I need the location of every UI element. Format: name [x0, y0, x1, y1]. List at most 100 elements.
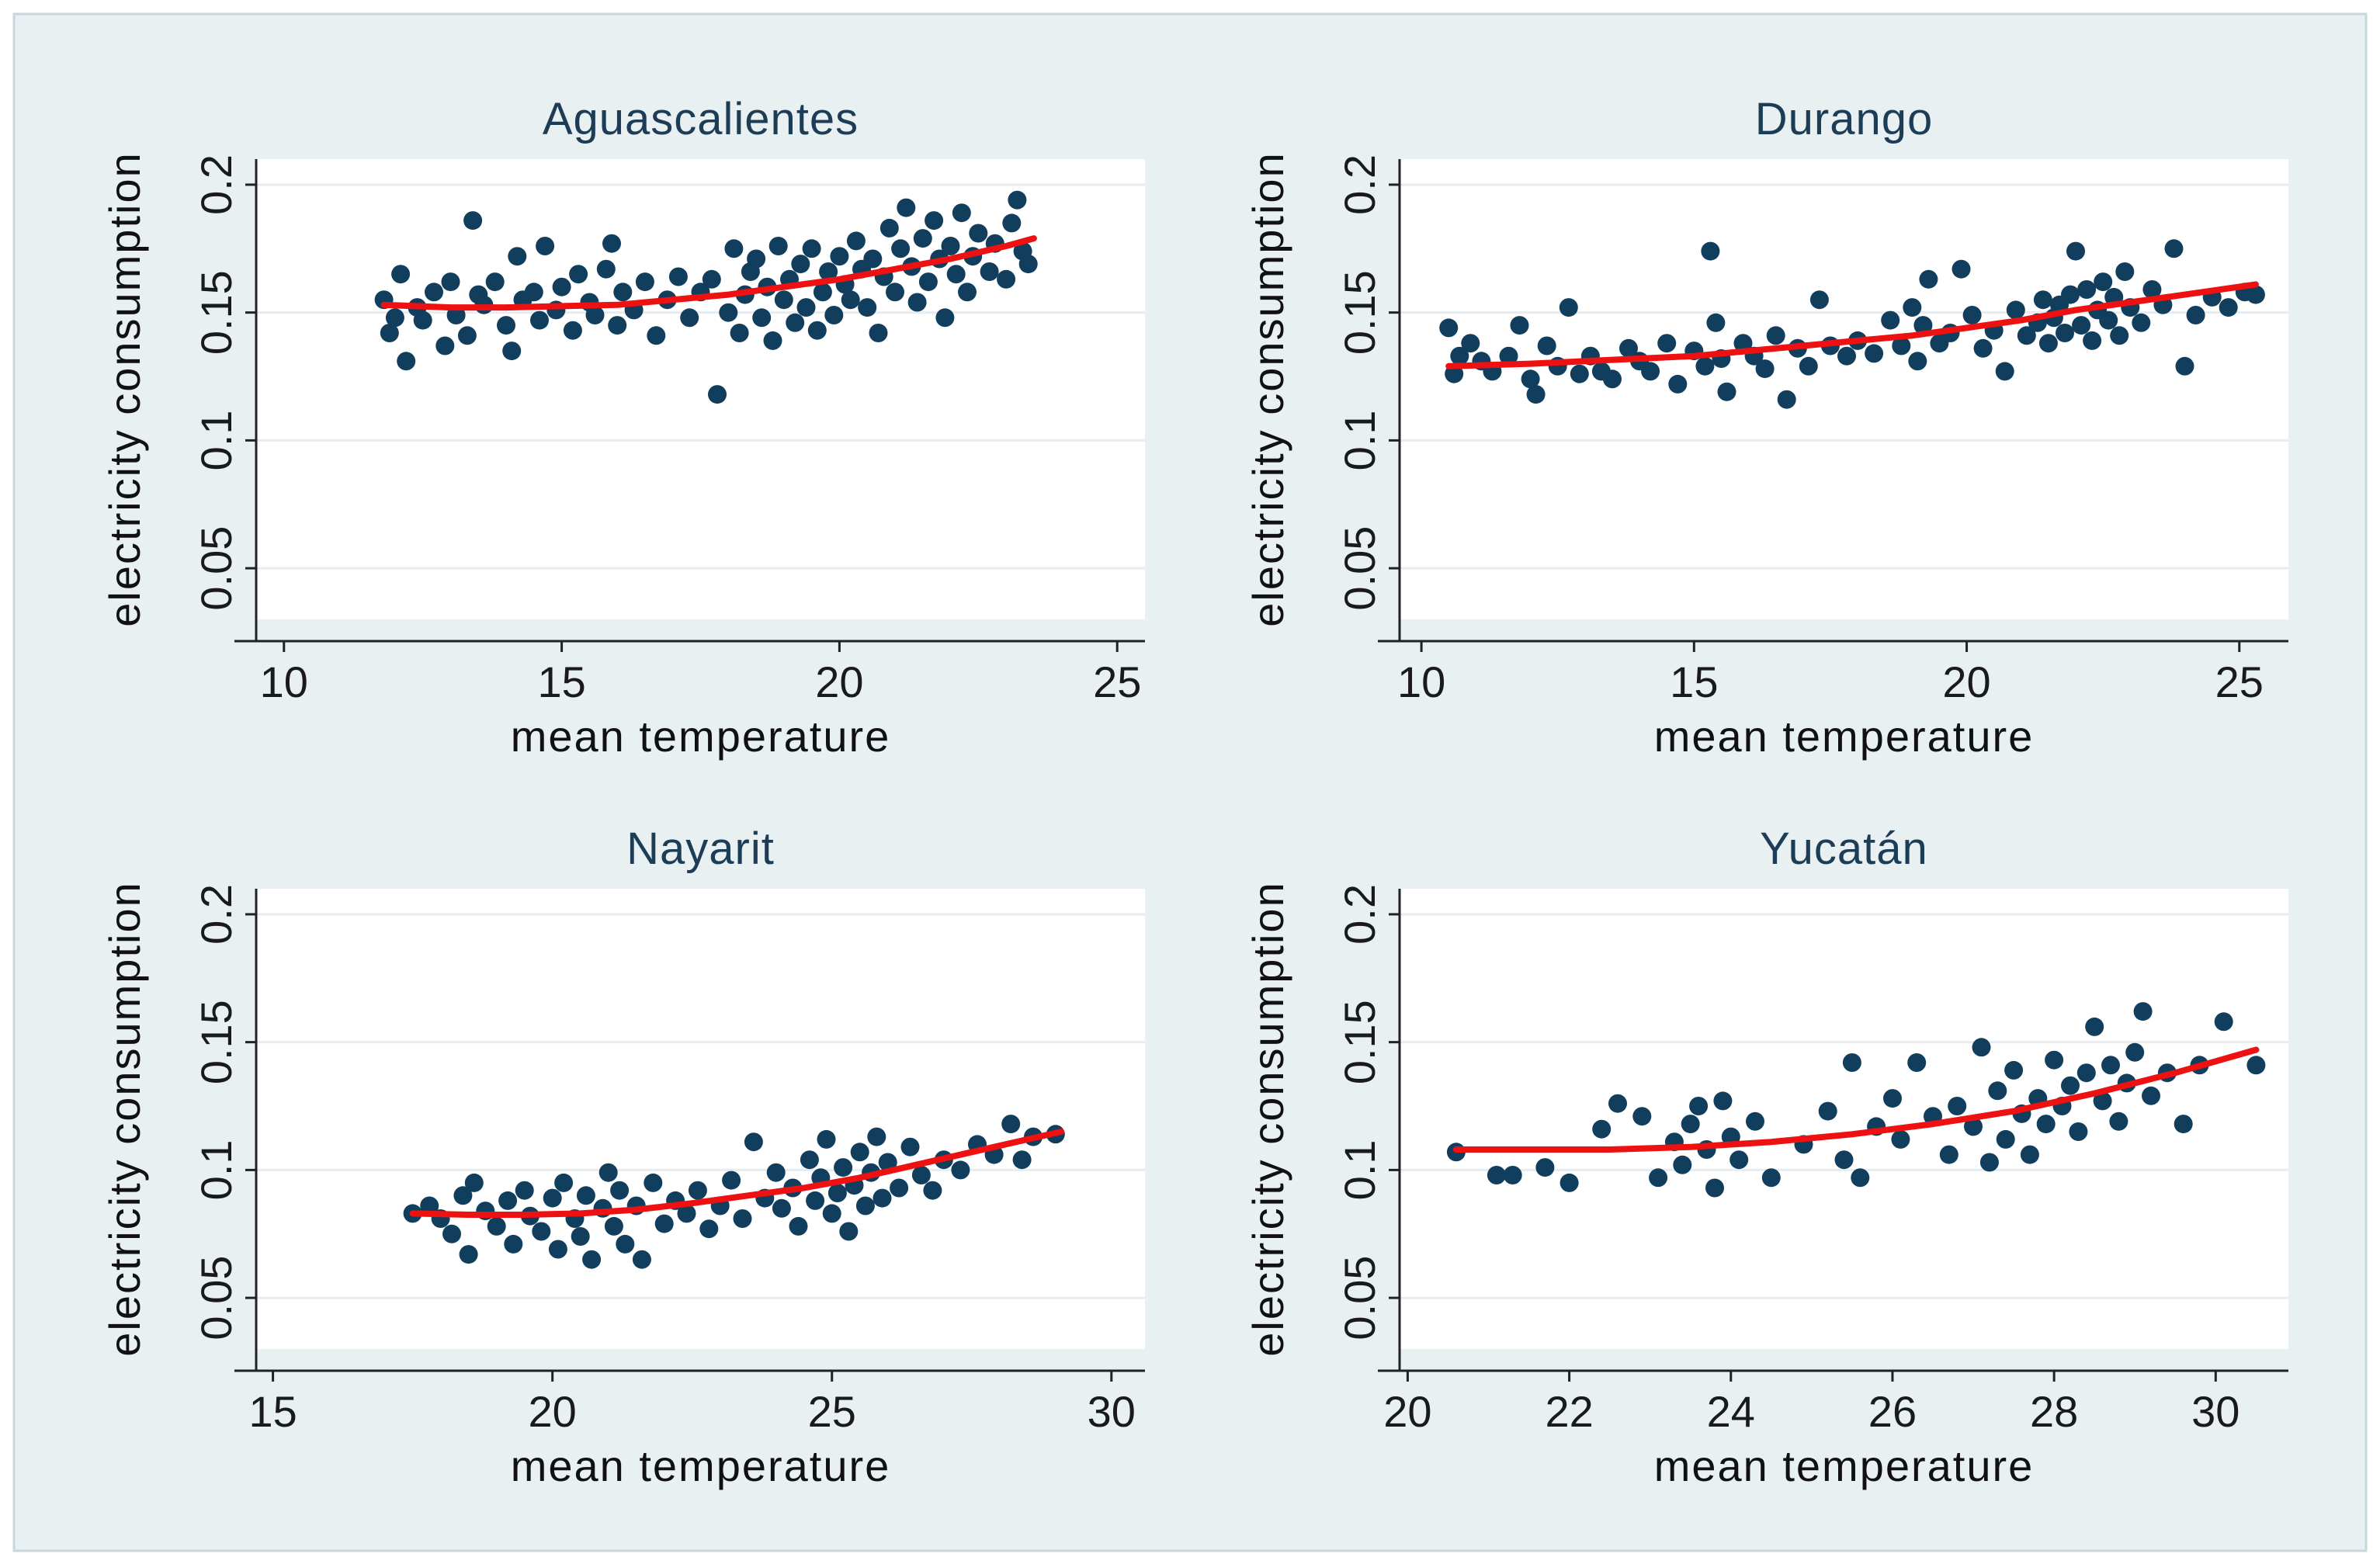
data-point — [610, 1181, 630, 1200]
x-tick-label: 15 — [248, 1387, 297, 1436]
panel-title: Durango — [1755, 94, 1933, 144]
data-point — [1641, 362, 1660, 381]
y-tick-label: 0.2 — [1335, 154, 1384, 215]
y-axis-title: electricity consumption — [100, 881, 149, 1356]
panel-title: Aguascalientes — [543, 94, 859, 144]
data-point — [1766, 326, 1785, 345]
plot-area — [1400, 889, 2288, 1349]
data-point — [763, 331, 782, 350]
x-tick-label: 30 — [2191, 1387, 2239, 1436]
data-point — [879, 218, 899, 238]
data-point — [532, 1222, 551, 1241]
data-point — [515, 1181, 534, 1200]
data-point — [1526, 385, 1546, 404]
y-tick-label: 0.15 — [1335, 270, 1384, 355]
data-point — [635, 272, 654, 292]
y-tick-label: 0.15 — [192, 270, 241, 355]
data-point — [839, 1222, 859, 1241]
y-tick-label: 0.1 — [192, 1139, 241, 1200]
data-point — [1695, 356, 1715, 376]
x-tick-label: 20 — [815, 657, 863, 706]
data-point — [1499, 346, 1518, 366]
x-tick-label: 10 — [260, 657, 308, 706]
data-point — [596, 259, 616, 279]
data-point — [1717, 382, 1736, 401]
data-point — [1892, 336, 1911, 355]
data-point — [890, 1178, 909, 1198]
data-point — [2017, 326, 2036, 345]
data-point — [1891, 1129, 1910, 1149]
data-point — [385, 308, 404, 328]
data-point — [1706, 313, 1726, 332]
data-point — [571, 1227, 590, 1246]
y-tick-label: 0.2 — [192, 884, 241, 945]
x-axis-title: mean temperature — [511, 1441, 891, 1490]
plot-area — [256, 889, 1145, 1349]
data-point — [2246, 1056, 2266, 1075]
data-point — [613, 283, 633, 302]
data-point — [2004, 1060, 2024, 1080]
data-point — [391, 265, 411, 284]
axes — [1378, 889, 2288, 1372]
scatter-points — [1446, 1002, 2266, 1198]
data-point — [2132, 313, 2151, 332]
data-point — [487, 1216, 506, 1236]
data-point — [1603, 369, 1622, 389]
data-point — [772, 1198, 791, 1218]
x-axis-title: mean temperature — [511, 712, 891, 761]
data-point — [1521, 369, 1540, 389]
data-point — [1881, 310, 1900, 330]
data-point — [786, 313, 805, 332]
y-tick-label: 0.15 — [1335, 1000, 1384, 1084]
data-point — [1913, 316, 1933, 335]
data-point — [886, 283, 904, 302]
data-point — [1761, 1168, 1781, 1188]
data-point — [1008, 190, 1027, 210]
data-point — [1919, 269, 1938, 289]
data-point — [1908, 352, 1927, 371]
data-point — [1972, 1038, 1991, 1057]
data-point — [2175, 356, 2194, 376]
data-point — [2164, 239, 2184, 258]
data-point — [616, 1234, 635, 1254]
data-point — [789, 1216, 808, 1236]
data-point — [850, 1143, 869, 1162]
data-point — [708, 385, 727, 404]
data-point — [1018, 255, 1038, 274]
data-point — [1755, 359, 1775, 379]
x-axis-title: mean temperature — [1654, 712, 2035, 761]
data-point — [1851, 1168, 1870, 1188]
data-point — [2033, 290, 2052, 310]
data-point — [747, 249, 766, 269]
data-point — [719, 303, 738, 322]
data-point — [941, 237, 960, 255]
data-point — [796, 298, 816, 317]
data-point — [824, 306, 844, 324]
data-point — [1705, 1178, 1724, 1198]
data-point — [1487, 1166, 1506, 1184]
data-point — [598, 1163, 618, 1182]
data-point — [730, 324, 749, 342]
data-point — [1995, 362, 2014, 381]
data-point — [585, 306, 605, 324]
ticks: 20 22 24 26 28 30 0.05 0.1 0.15 0.2 — [1335, 884, 2239, 1436]
data-point — [834, 1158, 853, 1177]
data-point — [677, 1204, 696, 1223]
y-tick-label: 0.1 — [1335, 1139, 1384, 1200]
data-point — [897, 198, 916, 217]
data-point — [1559, 298, 1578, 317]
data-point — [813, 283, 832, 302]
data-point — [858, 298, 877, 317]
data-point — [1619, 338, 1638, 358]
data-point — [768, 237, 788, 255]
data-point — [530, 310, 549, 330]
data-point — [1809, 290, 1829, 310]
data-point — [827, 1184, 847, 1202]
data-point — [1988, 1081, 2007, 1101]
data-point — [724, 239, 744, 258]
data-point — [459, 1245, 478, 1264]
data-point — [502, 342, 522, 361]
data-point — [1883, 1089, 1902, 1108]
data-point — [911, 1166, 931, 1184]
panel-yucatan: 20 22 24 26 28 30 0.05 0.1 0.15 0.2 Yucatán mean … — [1244, 824, 2288, 1490]
